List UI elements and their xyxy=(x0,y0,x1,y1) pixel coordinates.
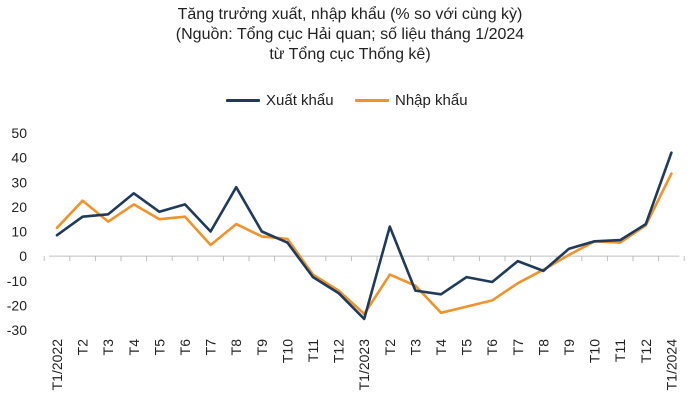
legend-label-export: Xuất khẩu xyxy=(266,91,334,109)
y-tick-label: 0 xyxy=(19,248,27,264)
x-tick-label: T11 xyxy=(305,339,321,362)
x-tick-label: T8 xyxy=(228,339,244,356)
x-tick-label: T7 xyxy=(510,339,526,356)
x-tick-label: T9 xyxy=(561,339,577,356)
x-tick-label: T10 xyxy=(279,339,295,363)
x-tick-label: T1/2023 xyxy=(356,339,372,391)
x-tick-label: T11 xyxy=(612,339,628,362)
x-tick-label: T9 xyxy=(254,339,270,356)
y-tick-label: 20 xyxy=(11,199,27,215)
x-tick-label: T6 xyxy=(177,339,193,356)
legend-item-import: Nhập khẩu xyxy=(355,90,468,110)
legend-swatch-import xyxy=(355,98,389,102)
x-tick-label: T4 xyxy=(433,339,449,356)
x-tick-label: T4 xyxy=(126,339,142,356)
x-tick-label: T10 xyxy=(587,339,603,363)
y-tick-label: -30 xyxy=(7,322,27,338)
title-line-2: (Nguồn: Tổng cục Hải quan; số liệu tháng… xyxy=(175,26,525,43)
legend-item-export: Xuất khẩu xyxy=(226,90,334,110)
y-tick-label: 40 xyxy=(11,150,27,166)
x-tick-label: T8 xyxy=(535,339,551,356)
x-tick-label: T1/2024 xyxy=(663,339,679,391)
y-tick-label: 10 xyxy=(11,224,27,240)
x-tick-label: T3 xyxy=(407,339,423,356)
title-line-3: từ Tổng cục Thống kê) xyxy=(269,46,431,63)
x-tick-label: T3 xyxy=(100,339,116,356)
x-tick-label: T1/2022 xyxy=(49,339,65,391)
x-tick-label: T2 xyxy=(75,339,91,356)
x-tick-label: T5 xyxy=(151,339,167,356)
chart-title: Tăng trưởng xuất, nhập khẩu (% so với cù… xyxy=(0,5,700,65)
title-line-1: Tăng trưởng xuất, nhập khẩu (% so với cù… xyxy=(177,6,523,23)
y-tick-label: -20 xyxy=(7,297,27,313)
y-tick-label: 30 xyxy=(11,174,27,190)
series-line-export xyxy=(55,151,673,321)
x-tick-label: T12 xyxy=(331,339,347,363)
y-tick-label: 50 xyxy=(11,125,27,141)
x-tick-label: T6 xyxy=(484,339,500,356)
x-tick-label: T2 xyxy=(382,339,398,356)
x-tick-label: T5 xyxy=(459,339,475,356)
x-tick-label: T7 xyxy=(203,339,219,356)
chart-legend: Xuất khẩu Nhập khẩu xyxy=(0,90,700,110)
series-line-import xyxy=(55,172,673,316)
x-tick-label: T12 xyxy=(638,339,654,363)
legend-label-import: Nhập khẩu xyxy=(395,91,468,109)
y-tick-label: -10 xyxy=(7,273,27,289)
legend-swatch-export xyxy=(226,98,260,102)
